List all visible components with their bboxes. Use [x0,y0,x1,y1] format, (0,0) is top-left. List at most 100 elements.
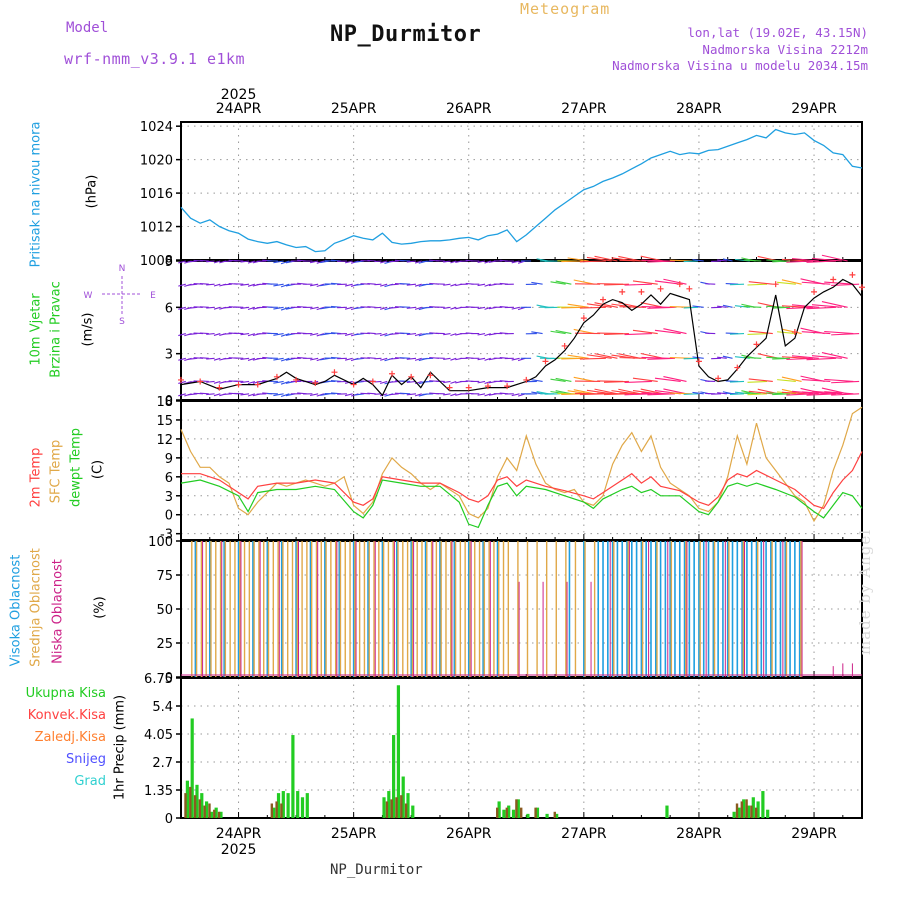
wind-arrow [450,306,457,310]
wind-arrow [766,259,785,262]
wind-arrow [450,357,457,361]
top-day-label: 27APR [561,101,607,117]
wind-arrow [223,333,232,335]
wind-arrow [531,379,543,383]
wind-arrow [443,283,451,286]
wind-arrow [187,283,198,286]
wind-arrow [806,357,837,361]
wind-arrow [647,393,675,396]
wind-arrow [240,306,250,310]
precip-total-bar [545,813,549,818]
precip-total-bar [276,793,281,818]
wind-arrow [399,392,411,395]
precip-total-bar [497,801,501,818]
wind-arrow [187,393,198,396]
y-tick-label: 4.05 [144,728,173,743]
precip-total-bar [281,791,285,818]
wind-arrow [729,393,745,395]
gust-mark [216,384,223,391]
precip-total-bar [286,793,290,818]
wind-arrow [632,377,658,383]
wind-arrow [206,393,215,396]
precip-conv-bar [520,807,523,818]
wind-arrow [206,380,215,383]
wind-arrow [567,354,589,359]
compass-e: E [150,291,156,301]
wind-arrow [187,260,198,263]
wind-arrow [199,392,209,395]
wind-arrow [692,259,704,262]
wind-arrow [811,304,842,308]
y-tick-label: 75 [156,569,173,584]
wind-arrow [280,260,290,265]
wind-arrow [367,357,376,359]
wind-arrow [748,378,773,383]
wind-arrow [178,333,186,337]
wind-arrow [422,357,434,360]
precip-total-bar [746,805,751,818]
wind-arrow [443,333,451,336]
wind-arrow [374,283,382,286]
wind-arrow [354,260,365,263]
gust-mark [446,384,453,391]
wind-arrow [389,283,399,286]
top-year-label: 2025 [221,87,257,103]
y-tick-label: 1012 [140,221,173,236]
y-tick-label: 1020 [140,154,173,169]
wind-arrow [309,306,319,310]
precip-conv-bar [750,805,753,818]
wind-arrow [213,333,221,336]
wind-arrow [280,306,290,311]
y-tick-label: 18 [156,395,173,410]
gust-mark [695,358,702,365]
wind-arrow [223,357,232,360]
gust-mark [504,383,511,390]
wind-arrow [379,393,388,397]
wind-arrow [801,331,831,335]
precip-total-bar [214,807,218,818]
wind-arrow [240,393,250,396]
wind-arrow [748,330,773,335]
wind-arrow [443,393,451,396]
gust-mark [600,296,607,303]
precip-conv-bar [390,799,393,818]
wind-arrow [344,306,353,310]
precip-total-bar [291,735,295,818]
precip-conv-bar [208,803,211,818]
wind-arrow [443,357,451,360]
wind-arrow [414,357,422,361]
wind-arrow [484,380,491,385]
wind-arrow [477,393,486,396]
wind-arrow [801,379,831,383]
meteogram-label: Meteogram [520,0,611,18]
gust-mark [427,372,434,379]
y-tick-label: 50 [156,603,173,618]
wind-arrow [821,352,848,359]
precip-total-bar [209,811,213,818]
gust-mark [293,376,300,383]
wind-arrow [811,390,842,395]
wind-arrow [511,260,520,264]
wind-arrow [717,305,727,308]
wind-arrow [213,306,221,310]
wind-arrow [603,333,629,335]
precip-conv-bar [553,811,556,818]
wind-arrow [273,333,284,336]
gust-mark [686,285,693,292]
gust-mark [715,375,722,382]
wind-arrow [550,330,566,335]
wind-arrow [811,257,842,262]
wind-arrow [422,306,434,309]
elevation-label: Nadmorska Visina 2212m [702,42,868,57]
wind-arrow [772,357,791,360]
wind-arrow [567,257,589,262]
wind-arrow [777,379,796,383]
wind-arrow [247,306,256,311]
precip-conv-bar [184,793,187,818]
lonlat-label: lon,lat (19.02E, 43.15N) [687,25,868,40]
wind-arrow [603,283,629,286]
wind-arrow [786,357,814,361]
top-day-label: 25APR [331,101,377,117]
top-day-label: 29APR [791,101,837,117]
wind-arrow [344,283,353,287]
